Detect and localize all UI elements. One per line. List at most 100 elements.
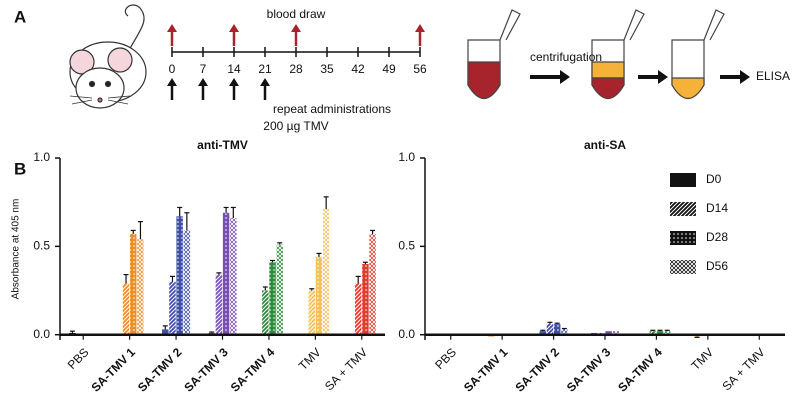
bar	[362, 264, 369, 335]
x-tick-label: PBS	[65, 345, 92, 372]
y-tick-label: 1.0	[398, 150, 415, 164]
y-tick-label: 1.0	[33, 150, 50, 164]
error-bar	[309, 288, 315, 291]
blood-draw-arrow	[415, 24, 425, 46]
bar	[276, 244, 283, 335]
bar	[369, 233, 376, 335]
error-bar	[184, 212, 190, 231]
x-tick-label: TMV	[688, 345, 716, 373]
error-bar	[694, 336, 700, 338]
chart-title: anti-TMV	[197, 138, 248, 152]
administration-arrow	[260, 78, 270, 100]
legend-swatch	[670, 231, 696, 245]
x-tick-label: SA + TMV	[719, 345, 767, 393]
administration-arrow	[198, 78, 208, 100]
timeline-day: 0	[169, 62, 176, 76]
tube-illustration	[467, 9, 725, 100]
bar	[176, 216, 183, 335]
error-bar	[561, 327, 567, 330]
administration-arrow	[229, 78, 239, 100]
error-bar	[223, 206, 229, 213]
bar	[269, 262, 276, 335]
error-bar	[230, 206, 236, 219]
bar	[546, 324, 554, 335]
error-bar	[650, 329, 656, 332]
y-tick-label: 0.5	[33, 239, 50, 253]
x-tick-label: PBS	[432, 345, 459, 372]
error-bar	[123, 274, 129, 284]
x-tick-label: SA-TMV 4	[228, 345, 278, 395]
x-tick-label: SA-TMV 1	[88, 345, 138, 395]
error-bar	[277, 242, 283, 245]
timeline-day: 49	[382, 62, 396, 76]
y-tick-label: 0.0	[398, 327, 415, 341]
error-bar	[316, 252, 322, 257]
bar	[553, 324, 561, 335]
x-tick-label: SA-TMV 2	[135, 345, 185, 395]
x-tick-label: TMV	[296, 345, 324, 373]
error-bar	[209, 331, 215, 333]
workflow-arrow	[530, 70, 750, 84]
error-bar	[355, 275, 361, 284]
error-bar	[657, 329, 663, 332]
panel-label: B	[14, 159, 26, 178]
x-tick-label: SA-TMV 3	[564, 345, 614, 395]
y-tick-label: 0.0	[33, 327, 50, 341]
error-bar	[262, 286, 268, 291]
legend-label: D28	[706, 230, 728, 244]
bar	[663, 331, 671, 335]
bar	[183, 230, 191, 335]
x-tick-label: SA + TMV	[322, 345, 370, 393]
error-bar	[177, 206, 183, 217]
error-bar	[554, 322, 560, 325]
bar	[137, 239, 144, 335]
error-bar	[216, 272, 222, 275]
x-tick-label: SA-TMV 2	[512, 345, 562, 395]
y-tick-label: 0.5	[398, 239, 415, 253]
bar	[262, 290, 269, 335]
error-bar	[664, 329, 670, 332]
bar	[649, 331, 657, 335]
blood-draw-arrow	[229, 24, 239, 46]
x-tick-label: SA-TMV 4	[615, 345, 665, 395]
y-axis-label: Absorbance at 405 nm	[11, 199, 22, 300]
bar	[612, 331, 620, 335]
bar	[561, 329, 568, 335]
legend-label: D56	[706, 259, 728, 273]
bar	[315, 256, 323, 335]
bar	[230, 218, 237, 335]
blood-draw-label: blood draw	[267, 7, 326, 21]
timeline-day: 21	[258, 62, 272, 76]
legend-label: D0	[706, 172, 722, 186]
error-bar	[69, 330, 75, 333]
bar	[215, 274, 223, 335]
mouse-illustration	[69, 4, 147, 109]
timeline-day: 14	[227, 62, 241, 76]
error-bar	[370, 229, 376, 234]
bar	[656, 331, 664, 335]
timeline-day: 35	[320, 62, 334, 76]
bar	[539, 331, 547, 335]
bar	[354, 283, 362, 335]
bar	[322, 209, 330, 335]
bar	[169, 281, 176, 335]
error-bar	[270, 259, 276, 263]
blood-draw-arrow	[291, 24, 301, 46]
bar	[130, 233, 137, 335]
legend-swatch	[670, 173, 696, 187]
blood-draw-arrow	[167, 24, 177, 46]
error-bar	[162, 325, 168, 330]
timeline-day: 42	[351, 62, 365, 76]
x-tick-label: SA-TMV 1	[461, 345, 511, 395]
error-bar	[169, 275, 175, 282]
chart-title: anti-SA	[584, 138, 626, 152]
bar	[308, 290, 315, 335]
bar	[122, 283, 130, 335]
legend-label: D14	[706, 201, 728, 215]
legend-swatch	[670, 202, 696, 216]
error-bar	[323, 196, 329, 210]
timeline-day: 28	[289, 62, 303, 76]
error-bar	[130, 229, 136, 234]
administration-label: repeat administrations	[273, 102, 391, 116]
